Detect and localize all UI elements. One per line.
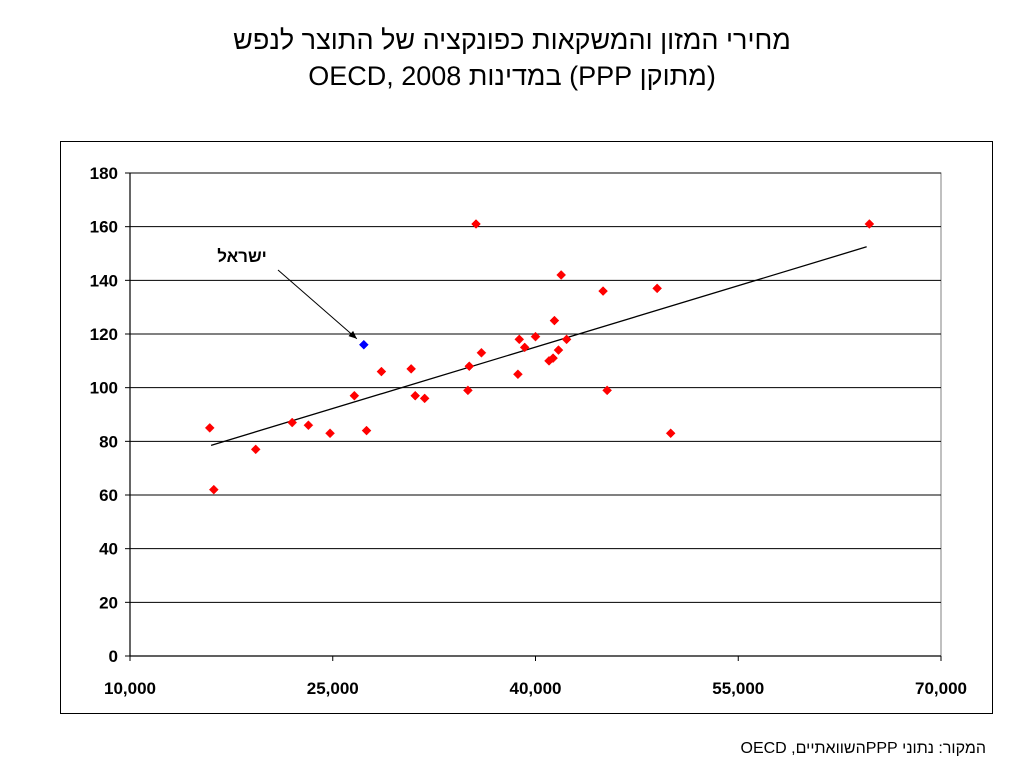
y-tick-label: 80 <box>99 432 118 451</box>
data-point <box>519 342 530 353</box>
data-point <box>463 385 473 396</box>
annotation-arrowhead <box>348 330 357 339</box>
y-tick-label: 20 <box>99 593 118 612</box>
chart-frame <box>60 141 993 714</box>
data-point <box>250 444 261 455</box>
annotation-arrow <box>277 269 358 340</box>
y-tick-label: 40 <box>99 540 118 559</box>
y-tick-label: 180 <box>90 164 118 183</box>
data-point <box>406 364 417 374</box>
y-tick-label: 0 <box>109 647 118 666</box>
x-tick-label: 25,000 <box>307 679 359 698</box>
y-tick-label: 160 <box>90 218 118 237</box>
data-point <box>419 393 430 404</box>
data-point <box>376 366 387 377</box>
y-tick-label: 60 <box>99 486 118 505</box>
highlight-label: ישראל <box>217 247 267 266</box>
x-tick-label: 70,000 <box>915 679 967 698</box>
data-point <box>665 428 676 439</box>
data-point <box>598 286 608 296</box>
chart-title-line-2: (מתוקן PPP) במדינות OECD, 2008 <box>308 61 716 91</box>
source-note: המקור: נתוני PPPהשוואתיים, OECD <box>740 740 987 757</box>
data-point <box>410 390 421 401</box>
x-tick-label: 55,000 <box>712 679 764 698</box>
data-point <box>513 369 523 380</box>
data-point <box>361 425 372 436</box>
chart-title: מחירי המזון והמשקאות כפונקציה של התוצר ל… <box>0 22 1024 94</box>
data-point <box>556 270 567 280</box>
x-tick-label: 40,000 <box>510 679 562 698</box>
data-point <box>476 347 487 358</box>
data-point <box>864 219 875 229</box>
data-point <box>287 417 298 428</box>
data-point <box>548 353 558 364</box>
x-tick-label: 10,000 <box>104 679 156 698</box>
data-point <box>553 345 564 355</box>
data-point <box>549 315 560 326</box>
data-point <box>652 283 663 294</box>
trend-line <box>210 246 867 446</box>
data-point <box>349 390 360 401</box>
data-point <box>208 484 219 495</box>
data-point <box>325 428 335 439</box>
chart-title-line-1: מחירי המזון והמשקאות כפונקציה של התוצר ל… <box>233 25 791 55</box>
data-point <box>303 420 314 431</box>
y-tick-label: 120 <box>90 325 118 344</box>
y-tick-label: 100 <box>90 379 118 398</box>
data-point <box>514 334 525 345</box>
data-point <box>602 385 612 396</box>
data-point <box>204 423 215 433</box>
data-point <box>471 219 481 229</box>
y-tick-label: 140 <box>90 271 118 290</box>
data-point-highlight <box>358 339 369 350</box>
data-point <box>530 331 541 342</box>
data-point <box>561 334 572 345</box>
data-point <box>464 361 475 372</box>
plot-area <box>129 172 942 657</box>
